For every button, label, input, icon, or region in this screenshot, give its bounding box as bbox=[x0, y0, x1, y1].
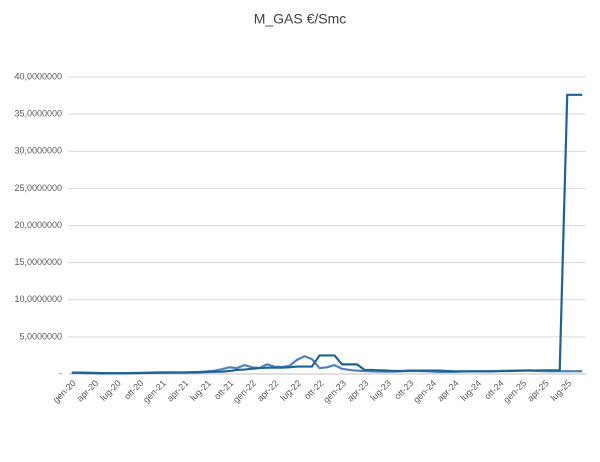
x-tick-label: gen-23 bbox=[321, 378, 348, 405]
x-tick-label: lug-25 bbox=[549, 378, 574, 403]
x-tick-label: lug-21 bbox=[188, 378, 213, 403]
y-tick-label: 10,0000000 bbox=[14, 294, 62, 304]
y-tick-label: - bbox=[59, 368, 62, 378]
x-tick-label: lug-24 bbox=[458, 378, 483, 403]
chart-title: M_GAS €/Smc bbox=[254, 11, 347, 27]
x-tick-label: gen-20 bbox=[51, 378, 78, 405]
x-tick-label: gen-25 bbox=[501, 378, 528, 405]
x-tick-label: gen-21 bbox=[141, 378, 168, 405]
y-tick-label: 20,0000000 bbox=[14, 220, 62, 230]
x-tick-label: lug-23 bbox=[368, 378, 393, 403]
x-tick-label: apr-25 bbox=[525, 378, 550, 403]
y-tick-label: 35,0000000 bbox=[14, 109, 62, 119]
y-tick-label: 40,0000000 bbox=[14, 71, 62, 81]
x-tick-label: apr-21 bbox=[165, 378, 190, 403]
x-tick-label: apr-24 bbox=[435, 378, 460, 403]
y-tick-label: 25,0000000 bbox=[14, 183, 62, 193]
x-tick-label: apr-23 bbox=[345, 378, 370, 403]
x-tick-label: gen-22 bbox=[231, 378, 258, 405]
y-tick-label: 15,0000000 bbox=[14, 257, 62, 267]
y-tick-label: 30,0000000 bbox=[14, 146, 62, 156]
x-tick-label: gen-24 bbox=[411, 378, 438, 405]
y-tick-label: 5,0000000 bbox=[19, 331, 62, 341]
x-tick-label: lug-20 bbox=[98, 378, 123, 403]
x-tick-label: apr-22 bbox=[255, 378, 280, 403]
x-tick-label: apr-20 bbox=[75, 378, 100, 403]
series-line bbox=[71, 93, 583, 375]
x-tick-label: lug-22 bbox=[278, 378, 303, 403]
